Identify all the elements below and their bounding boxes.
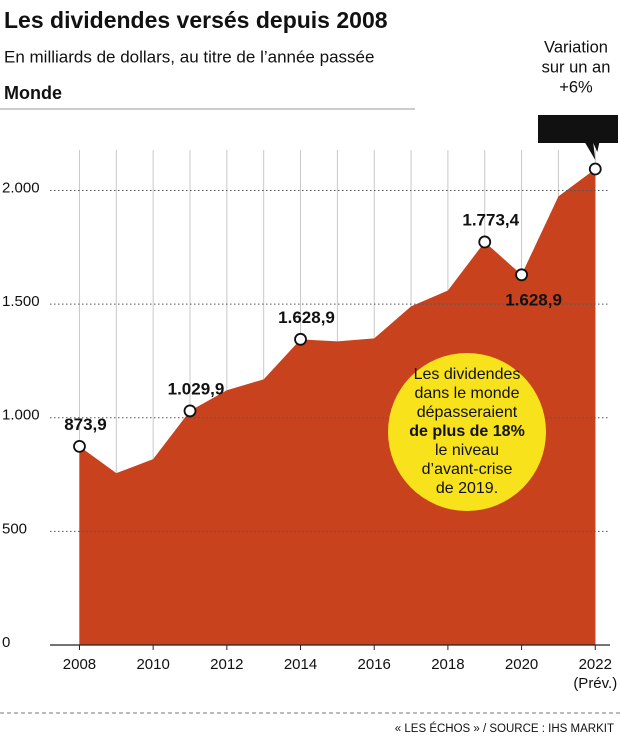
y-tick-label: 1.500 xyxy=(2,293,40,310)
data-label: 873,9 xyxy=(64,415,107,434)
y-tick-label: 0 xyxy=(2,634,10,651)
data-label: 1.628,9 xyxy=(278,308,335,327)
area xyxy=(79,168,596,645)
region-label: Monde xyxy=(4,83,62,103)
data-label: 1.628,9 xyxy=(505,290,562,309)
data-label: 1.029,9 xyxy=(168,379,225,398)
y-tick-label: 500 xyxy=(2,520,27,537)
source: « LES ÉCHOS » / SOURCE : IHS MARKIT xyxy=(395,722,614,735)
callout-text: Les dividendes xyxy=(414,366,521,383)
callout-text: dépasseraient xyxy=(417,404,518,421)
callout-text: dans le monde xyxy=(415,385,520,402)
label-pointer xyxy=(585,142,596,160)
point-marker xyxy=(183,404,197,418)
x-tick-label: 2022 xyxy=(579,656,612,673)
data-label: 1.773,4 xyxy=(462,210,519,229)
chart-title: Les dividendes versés depuis 2008 xyxy=(4,7,388,33)
data-label: 2.094,5 xyxy=(550,119,607,138)
y-tick-label: 2.000 xyxy=(2,179,40,196)
label-box-bg xyxy=(538,114,618,143)
variation-note: +6% xyxy=(559,78,593,96)
callout-bubble xyxy=(388,353,546,511)
x-tick-label: 2018 xyxy=(431,656,464,673)
variation-note: Variation xyxy=(544,38,608,56)
y-tick-label: 1.000 xyxy=(2,407,40,424)
x-tick-label: 2016 xyxy=(358,656,391,673)
x-tick-label: 2020 xyxy=(505,656,538,673)
callout-text: le niveau xyxy=(435,442,499,459)
x-tick-label: 2014 xyxy=(284,656,317,673)
x-tick-label: 2008 xyxy=(63,656,96,673)
forecast-label: (Prév.) xyxy=(573,675,617,692)
x-tick-label: 2012 xyxy=(210,656,243,673)
point-marker xyxy=(73,439,86,453)
point-marker xyxy=(294,332,307,346)
point-marker xyxy=(515,268,528,282)
variation-note: sur un an xyxy=(542,58,611,76)
callout-text: de 2019. xyxy=(436,480,498,497)
x-tick-label: 2010 xyxy=(136,656,169,673)
point-marker xyxy=(478,235,492,249)
callout-text: d’avant-crise xyxy=(422,461,513,478)
callout-text: de plus de 18% xyxy=(409,423,525,440)
chart-subtitle: En milliards de dollars, au titre de l’a… xyxy=(4,47,374,66)
point-marker xyxy=(588,162,602,176)
